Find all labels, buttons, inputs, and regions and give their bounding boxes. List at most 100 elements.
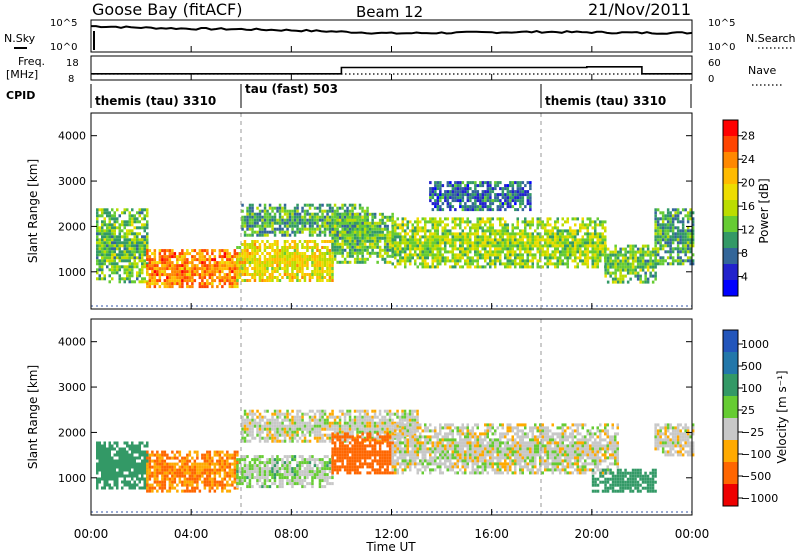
echo-cell <box>208 450 212 454</box>
echo-cell <box>176 273 179 277</box>
nsky-line <box>91 25 693 35</box>
echo-cell <box>301 252 304 255</box>
echo-cell <box>366 251 369 255</box>
echo-cell <box>681 208 685 212</box>
echo-cell <box>581 220 584 224</box>
echo-cell <box>101 450 104 454</box>
echo-cell <box>293 215 297 219</box>
echo-cell <box>669 235 672 239</box>
echo-cell <box>293 240 297 243</box>
echo-cell <box>531 247 534 251</box>
echo-cell <box>601 226 604 230</box>
echo-cell <box>256 270 259 273</box>
echo-cell <box>283 255 287 258</box>
echo-cell <box>506 241 509 245</box>
echo-cell <box>178 480 182 484</box>
echo-cell <box>311 273 314 276</box>
date-title: 21/Nov/2011 <box>588 0 691 19</box>
echo-cell <box>404 259 407 263</box>
echo-cell <box>446 241 449 245</box>
echo-cell <box>571 235 574 239</box>
echo-cell <box>248 206 252 210</box>
echo-cell <box>591 259 594 263</box>
echo-cell <box>231 474 234 478</box>
echo-cell <box>474 226 477 230</box>
echo-cell <box>621 268 625 272</box>
echo-cell <box>631 250 635 254</box>
echo-cell <box>143 462 146 466</box>
echo-cell <box>671 220 675 224</box>
echo-cell <box>133 235 136 239</box>
echo-cell <box>644 244 647 248</box>
echo-cell <box>141 217 144 221</box>
echo-cell <box>426 244 429 248</box>
echo-cell <box>459 217 462 221</box>
echo-cell <box>619 277 622 281</box>
echo-cell <box>206 462 209 466</box>
echo-cell <box>544 262 547 266</box>
echo-cell <box>161 267 164 271</box>
echo-cell <box>276 418 279 422</box>
echo-cell <box>664 226 667 230</box>
echo-cell <box>554 247 557 251</box>
echo-cell <box>286 209 289 213</box>
echo-cell <box>414 247 417 251</box>
echo-cell <box>288 243 292 246</box>
echo-cell <box>536 220 539 224</box>
echo-cell <box>106 480 109 484</box>
echo-cell <box>326 464 329 468</box>
echo-cell <box>248 424 252 428</box>
echo-cell <box>496 247 499 251</box>
echo-cell <box>321 470 324 474</box>
echo-cell <box>306 458 309 462</box>
echo-cell <box>158 252 162 256</box>
echo-cell <box>591 235 594 239</box>
echo-cell <box>248 258 252 261</box>
echo-cell <box>516 196 520 200</box>
echo-cell <box>313 215 317 219</box>
echo-cell <box>238 255 242 258</box>
echo-cell <box>231 483 234 487</box>
echo-cell <box>481 196 485 200</box>
echo-cell <box>246 464 249 468</box>
echo-cell <box>226 462 229 466</box>
echo-cell <box>531 256 534 260</box>
echo-cell <box>501 250 504 254</box>
echo-cell <box>386 233 389 237</box>
echo-cell <box>679 235 682 239</box>
echo-cell <box>434 187 437 191</box>
echo-cell <box>256 433 259 437</box>
echo-cell <box>676 241 680 245</box>
echo-cell <box>281 218 284 222</box>
echo-cell <box>243 261 247 264</box>
echo-cell <box>321 461 324 465</box>
echo-cell <box>236 467 239 471</box>
echo-cell <box>146 264 149 268</box>
echo-cell <box>278 218 282 222</box>
echo-cell <box>466 217 469 221</box>
echo-cell <box>268 485 272 489</box>
echo-cell <box>128 217 131 221</box>
echo-cell <box>351 242 354 246</box>
echo-cell <box>434 253 437 257</box>
echo-cell <box>293 273 297 276</box>
echo-cell <box>178 279 182 283</box>
echo-cell <box>283 418 287 422</box>
echo-cell <box>599 241 602 245</box>
echo-cell <box>251 261 254 264</box>
echo-cell <box>449 208 452 212</box>
echo-cell <box>431 259 434 263</box>
echo-cell <box>116 262 119 266</box>
echo-cell <box>241 267 244 270</box>
echo-cell <box>531 244 534 248</box>
echo-cell <box>211 282 214 286</box>
echo-cell <box>358 212 362 216</box>
echo-cell <box>381 212 384 216</box>
echo-cell <box>108 459 111 463</box>
echo-cell <box>531 232 534 236</box>
echo-cell <box>429 238 432 242</box>
echo-cell <box>276 255 279 258</box>
echo-cell <box>326 270 329 273</box>
echo-cell <box>266 430 269 434</box>
echo-cell <box>664 217 667 221</box>
